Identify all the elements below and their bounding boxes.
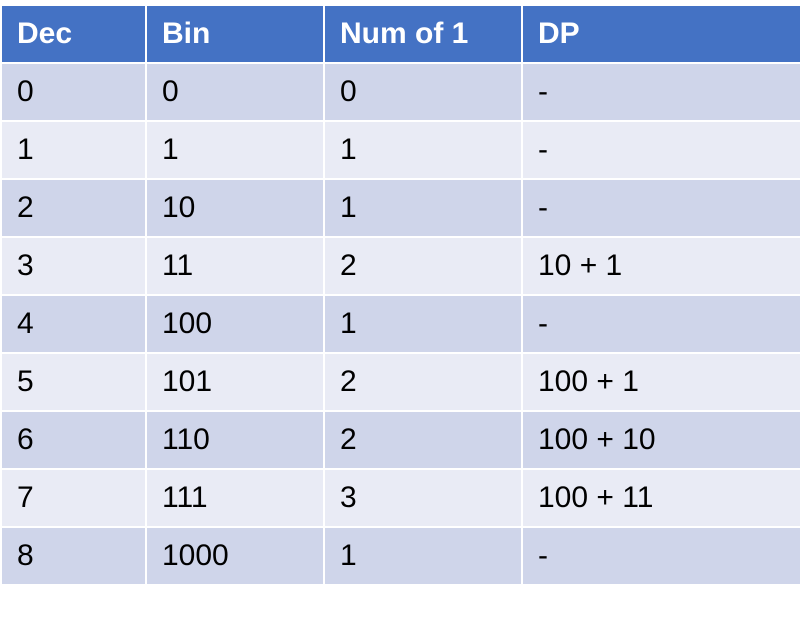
header-dec: Dec (0, 4, 147, 64)
cell-dp: 100 + 1 (521, 352, 802, 412)
table-header: Dec Bin Num of 1 DP (0, 4, 802, 64)
cell-num-of-1: 1 (323, 178, 523, 238)
cell-dec: 1 (0, 120, 147, 180)
header-dp: DP (521, 4, 802, 64)
table-row: 6 110 2 100 + 10 (0, 410, 802, 470)
cell-dec: 6 (0, 410, 147, 470)
cell-num-of-1: 2 (323, 236, 523, 296)
cell-bin: 110 (145, 410, 325, 470)
table-body: 0 0 0 - 1 1 1 - 2 10 1 - 3 11 2 10 + 1 (0, 62, 802, 586)
cell-num-of-1: 2 (323, 410, 523, 470)
table-row: 2 10 1 - (0, 178, 802, 238)
cell-num-of-1: 1 (323, 526, 523, 586)
cell-bin: 11 (145, 236, 325, 296)
table-row: 7 111 3 100 + 11 (0, 468, 802, 528)
cell-dp: - (521, 294, 802, 354)
cell-bin: 1000 (145, 526, 325, 586)
cell-bin: 111 (145, 468, 325, 528)
cell-bin: 1 (145, 120, 325, 180)
cell-num-of-1: 1 (323, 294, 523, 354)
cell-num-of-1: 2 (323, 352, 523, 412)
cell-dec: 5 (0, 352, 147, 412)
table-row: 8 1000 1 - (0, 526, 802, 586)
header-num-of-1: Num of 1 (323, 4, 523, 64)
cell-dp: 10 + 1 (521, 236, 802, 296)
cell-num-of-1: 3 (323, 468, 523, 528)
binary-dp-table-container: Dec Bin Num of 1 DP 0 0 0 - 1 1 1 - 2 10 (0, 4, 802, 586)
cell-dec: 3 (0, 236, 147, 296)
cell-bin: 10 (145, 178, 325, 238)
cell-dp: 100 + 10 (521, 410, 802, 470)
cell-dec: 2 (0, 178, 147, 238)
table-row: 1 1 1 - (0, 120, 802, 180)
cell-dec: 8 (0, 526, 147, 586)
table-row: 0 0 0 - (0, 62, 802, 122)
cell-dec: 4 (0, 294, 147, 354)
cell-bin: 0 (145, 62, 325, 122)
header-bin: Bin (145, 4, 325, 64)
cell-dp: - (521, 120, 802, 180)
cell-num-of-1: 0 (323, 62, 523, 122)
table-row: 3 11 2 10 + 1 (0, 236, 802, 296)
cell-bin: 101 (145, 352, 325, 412)
cell-dp: - (521, 62, 802, 122)
header-row: Dec Bin Num of 1 DP (0, 4, 802, 64)
cell-dp: - (521, 526, 802, 586)
cell-bin: 100 (145, 294, 325, 354)
binary-dp-table: Dec Bin Num of 1 DP 0 0 0 - 1 1 1 - 2 10 (0, 4, 802, 586)
table-row: 4 100 1 - (0, 294, 802, 354)
table-row: 5 101 2 100 + 1 (0, 352, 802, 412)
cell-num-of-1: 1 (323, 120, 523, 180)
cell-dp: - (521, 178, 802, 238)
cell-dp: 100 + 11 (521, 468, 802, 528)
cell-dec: 7 (0, 468, 147, 528)
cell-dec: 0 (0, 62, 147, 122)
